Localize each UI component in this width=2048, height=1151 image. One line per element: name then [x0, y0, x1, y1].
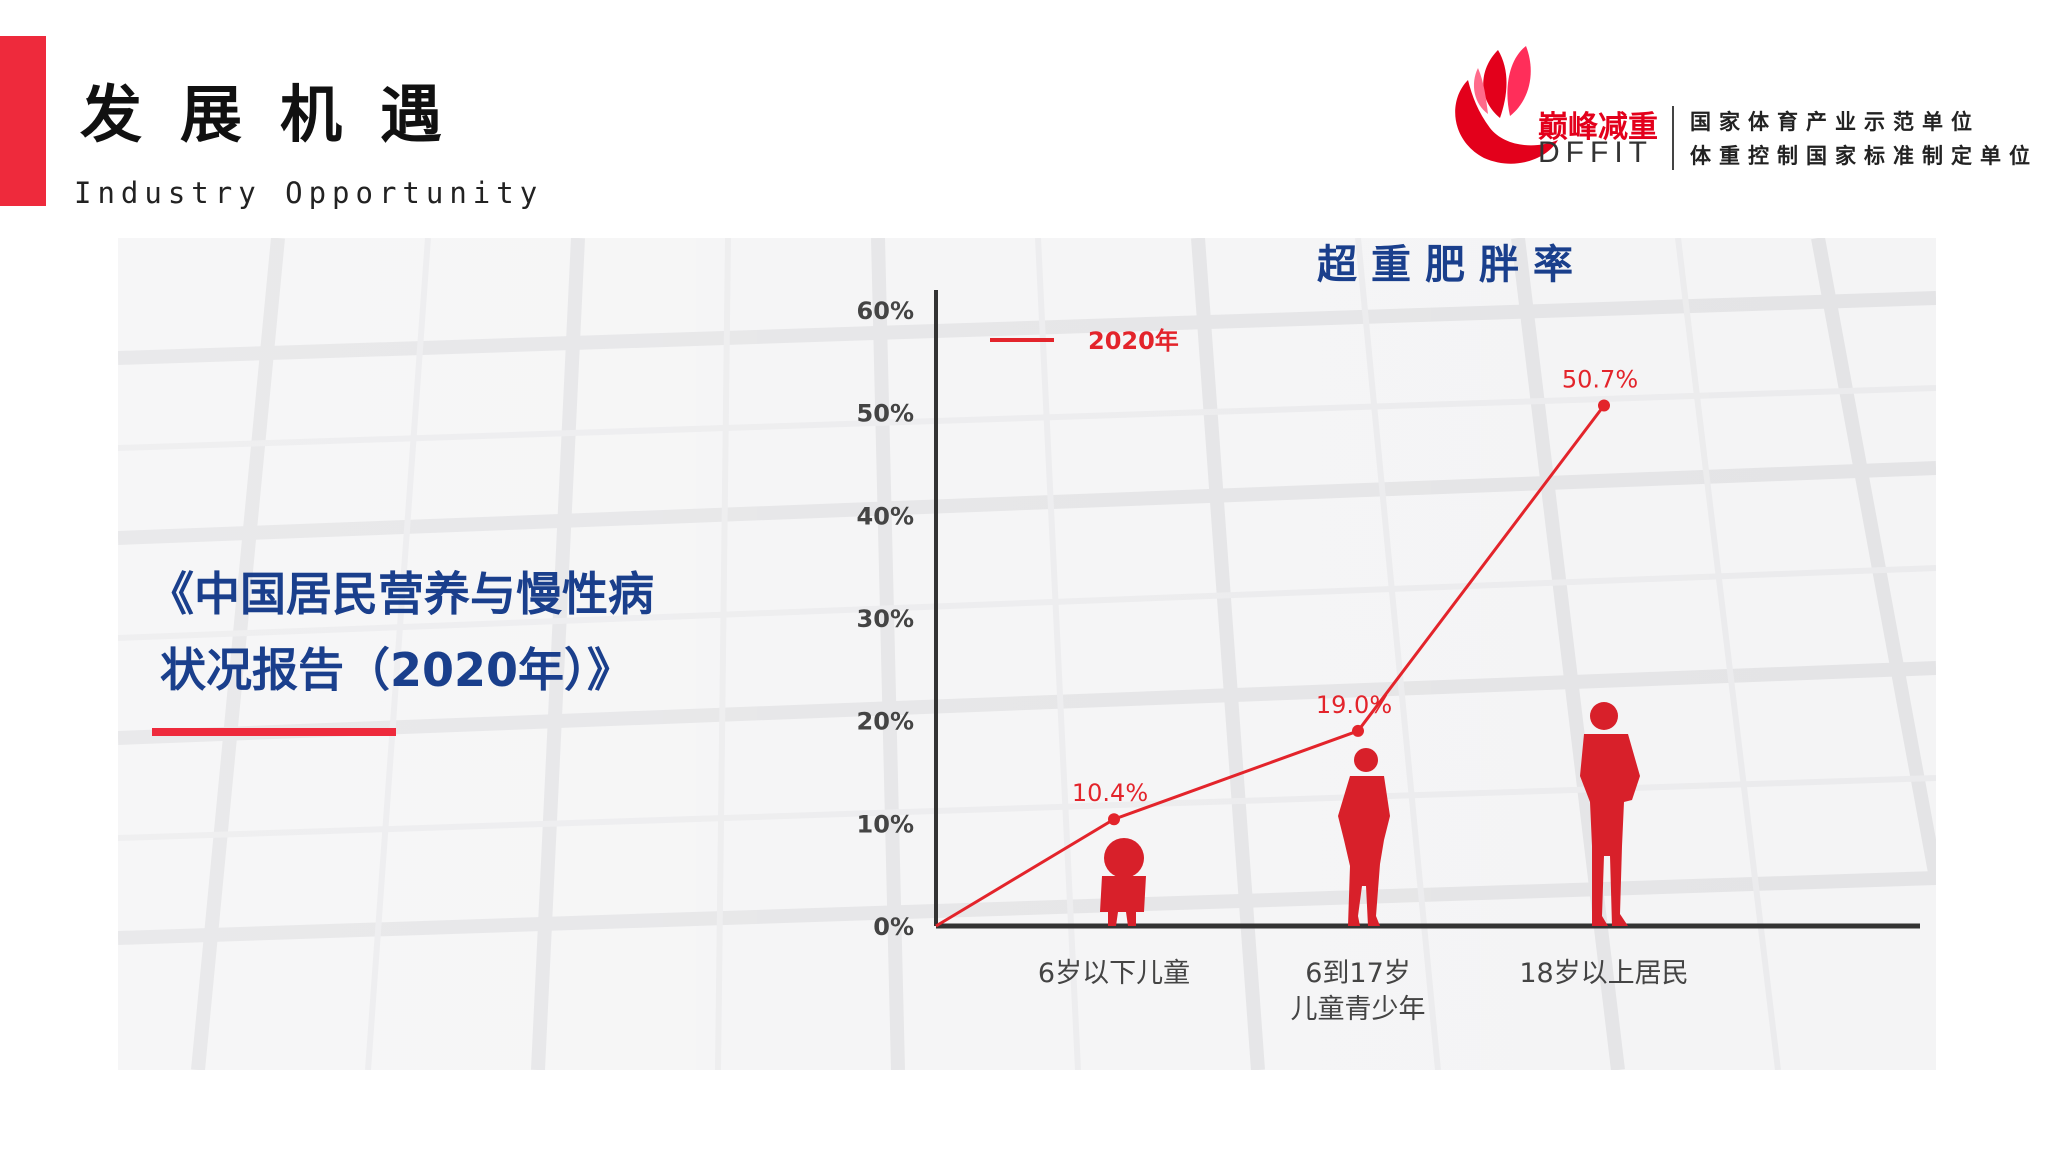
- report-title-line1: 《中国居民营养与慢性病: [148, 567, 654, 621]
- chart-title: 超重肥胖率: [1317, 242, 1587, 288]
- y-tick-label: 50%: [857, 400, 914, 428]
- data-point: [1598, 399, 1610, 412]
- adult-silhouette-icon: [1580, 702, 1640, 926]
- accent-bar: [0, 36, 46, 206]
- data-point: [1352, 724, 1364, 737]
- background-grid-panel: [118, 238, 1936, 1070]
- logo-divider: [1672, 106, 1674, 170]
- series-points: [1108, 399, 1610, 826]
- y-tick-label: 30%: [857, 605, 914, 633]
- page-subtitle: Industry Opportunity: [74, 176, 544, 210]
- data-label: 50.7%: [1562, 365, 1638, 393]
- data-point: [1108, 813, 1120, 826]
- page-title: 发展机遇: [80, 78, 481, 151]
- logo-slogan-line1: 国家体育产业示范单位: [1690, 110, 1980, 134]
- logo-brand-en: DFFIT: [1538, 136, 1653, 169]
- y-tick-label: 10%: [857, 810, 914, 838]
- flower-logo-icon: [1455, 46, 1558, 164]
- x-tick-label: 6岁以下儿童: [1038, 958, 1190, 989]
- y-tick-label: 0%: [873, 913, 914, 941]
- x-tick-label: 儿童青少年: [1291, 994, 1426, 1025]
- data-labels: 10.4% 19.0% 50.7%: [1072, 365, 1638, 807]
- teen-runner-silhouette-icon: [1338, 748, 1390, 926]
- data-label: 19.0%: [1316, 691, 1392, 719]
- logo-slogan-line2: 体重控制国家标准制定单位: [1690, 144, 2038, 168]
- child-silhouette-icon: [1100, 838, 1146, 926]
- x-tick-label: 18岁以上居民: [1519, 958, 1688, 989]
- figure-icons: [1100, 702, 1640, 926]
- legend: 2020年: [990, 327, 1179, 355]
- y-tick-label: 60%: [857, 297, 914, 325]
- legend-label: 2020年: [1088, 327, 1179, 355]
- data-label: 10.4%: [1072, 779, 1148, 807]
- x-tick-label: 6到17岁: [1305, 958, 1411, 989]
- y-axis-ticks: 0% 10% 20% 30% 40% 50% 60%: [857, 297, 914, 941]
- y-tick-label: 20%: [857, 708, 914, 736]
- brand-logo: [1455, 46, 1558, 164]
- overweight-obesity-chart: 超重肥胖率 2020年 0% 10% 20% 30% 40% 50% 60% 10.4% 19…: [857, 242, 1920, 1025]
- report-title-line2: 状况报告（2020年）》: [160, 643, 634, 697]
- series-line: [935, 404, 1606, 928]
- y-tick-label: 40%: [857, 502, 914, 530]
- report-underline: [152, 728, 396, 736]
- logo-brand-cn: 巅峰减重: [1538, 110, 1658, 145]
